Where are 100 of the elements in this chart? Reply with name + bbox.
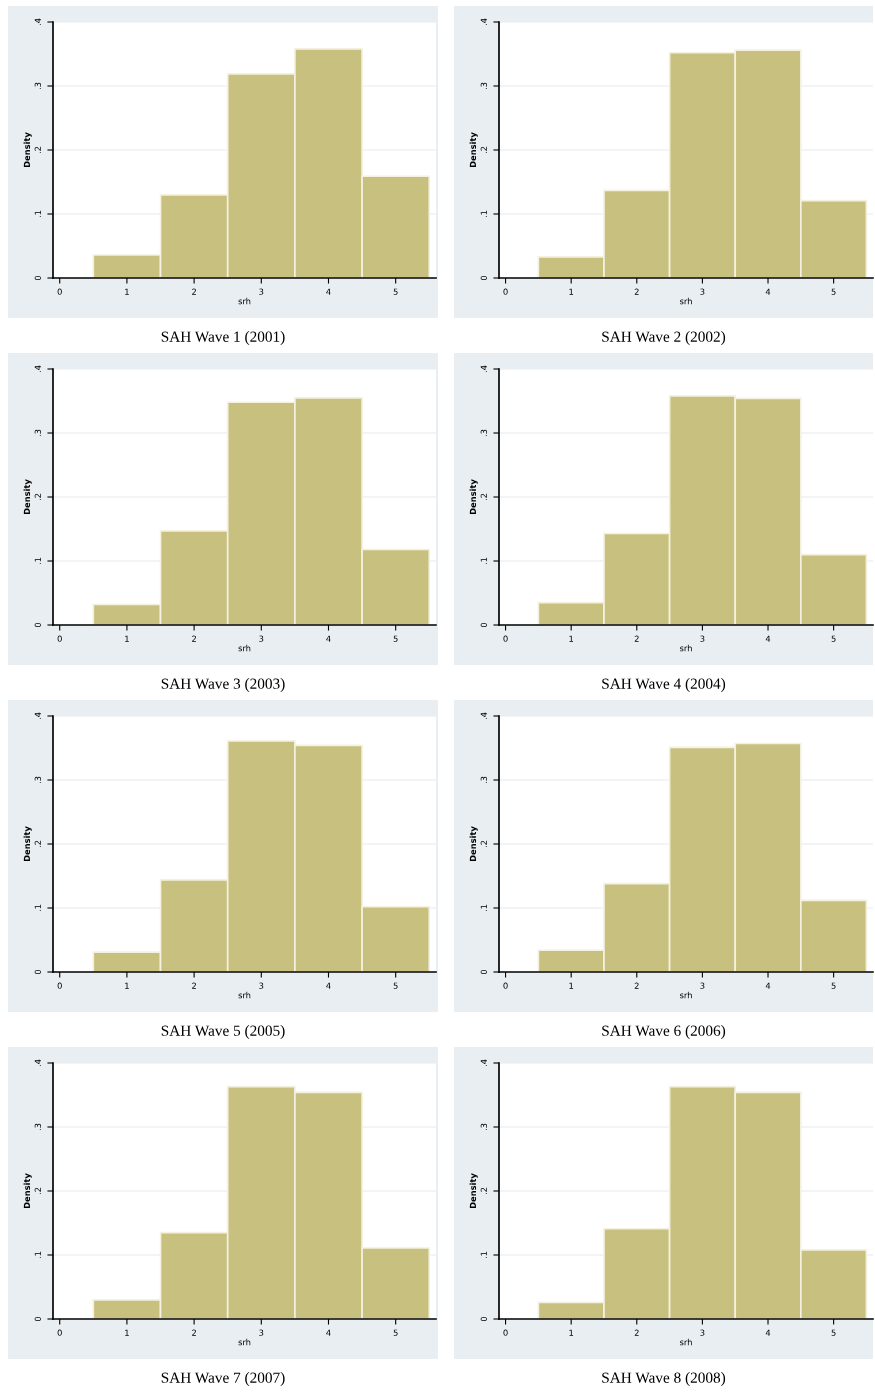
x-axis-title: srh bbox=[680, 644, 692, 652]
text: SAH Wave 2 (2002) bbox=[602, 331, 726, 345]
x-tick-label: 3 bbox=[259, 982, 264, 989]
x-tick-label: 4 bbox=[326, 1329, 331, 1336]
y-tick-label: .3 bbox=[34, 776, 41, 784]
y-tick-label: 0 bbox=[480, 969, 487, 975]
y-axis-title: Density bbox=[23, 479, 32, 515]
y-tick-label: .4 bbox=[480, 712, 487, 720]
x-tick-label: 5 bbox=[831, 288, 836, 295]
x-tick-label: 3 bbox=[259, 288, 264, 295]
x-tick-label: 2 bbox=[192, 288, 196, 295]
x-tick-label: 4 bbox=[765, 1329, 771, 1336]
text: SAH Wave 1 (2001) bbox=[161, 331, 285, 345]
y-tick-label: .4 bbox=[480, 365, 487, 373]
x-tick-label: 1 bbox=[125, 288, 129, 295]
x-tick-label: 0 bbox=[503, 982, 508, 989]
x-tick-label: 5 bbox=[831, 982, 836, 989]
x-tick-label: 4 bbox=[326, 288, 331, 295]
y-tick-label: 0 bbox=[480, 1316, 487, 1322]
y-tick-label: .2 bbox=[480, 1187, 487, 1195]
x-tick-label: 2 bbox=[192, 1329, 196, 1336]
x-tick-label: 2 bbox=[634, 982, 639, 989]
y-tick-label: .1 bbox=[34, 1251, 41, 1259]
y-tick-label: .4 bbox=[480, 18, 487, 26]
x-axis-title: srh bbox=[238, 991, 251, 999]
y-tick-label: .4 bbox=[34, 365, 41, 373]
y-tick-label: .3 bbox=[34, 82, 41, 90]
x-tick-label: 2 bbox=[634, 288, 639, 295]
y-tick-label: .1 bbox=[34, 210, 41, 218]
x-tick-label: 0 bbox=[57, 635, 62, 642]
y-axis-title: Density bbox=[469, 132, 478, 168]
x-tick-label: 3 bbox=[259, 635, 264, 642]
x-tick-label: 5 bbox=[393, 635, 398, 642]
y-tick-label: .1 bbox=[34, 557, 41, 565]
y-tick-label: .2 bbox=[480, 840, 487, 848]
y-tick-label: .1 bbox=[34, 904, 41, 912]
x-axis-title: srh bbox=[238, 644, 251, 652]
y-axis-title: Density bbox=[23, 1173, 32, 1209]
y-tick-label: 0 bbox=[34, 1316, 41, 1322]
y-tick-label: .4 bbox=[34, 18, 41, 26]
x-tick-label: 1 bbox=[125, 1329, 129, 1336]
x-tick-label: 0 bbox=[57, 1329, 62, 1336]
x-tick-label: 0 bbox=[503, 1329, 508, 1336]
text: SAH Wave 4 (2004) bbox=[602, 678, 726, 692]
x-tick-label: 3 bbox=[700, 635, 705, 642]
x-tick-label: 5 bbox=[393, 288, 398, 295]
y-tick-label: .3 bbox=[480, 429, 487, 437]
y-axis-title: Density bbox=[469, 826, 478, 862]
x-tick-label: 1 bbox=[125, 982, 129, 989]
y-tick-label: 0 bbox=[480, 622, 487, 628]
x-tick-label: 0 bbox=[503, 288, 508, 295]
y-tick-label: .2 bbox=[34, 1187, 41, 1195]
x-tick-label: 2 bbox=[192, 982, 196, 989]
y-axis-title: Density bbox=[469, 1173, 478, 1209]
x-axis-title: srh bbox=[680, 991, 692, 999]
y-tick-label: .4 bbox=[480, 1059, 487, 1067]
y-tick-label: .3 bbox=[480, 82, 487, 90]
x-tick-label: 4 bbox=[326, 982, 331, 989]
x-tick-label: 5 bbox=[831, 635, 836, 642]
x-tick-label: 4 bbox=[765, 982, 771, 989]
y-tick-label: .4 bbox=[34, 1059, 41, 1067]
x-tick-label: 5 bbox=[393, 982, 398, 989]
y-tick-label: .3 bbox=[34, 1123, 41, 1131]
x-tick-label: 5 bbox=[831, 1329, 836, 1336]
x-tick-label: 1 bbox=[569, 982, 574, 989]
y-tick-label: .2 bbox=[34, 146, 41, 154]
y-tick-label: .1 bbox=[480, 557, 487, 565]
text: SAH Wave 7 (2007) bbox=[161, 1372, 285, 1386]
y-tick-label: 0 bbox=[480, 275, 487, 281]
y-tick-label: 0 bbox=[34, 969, 41, 975]
text: SAH Wave 5 (2005) bbox=[161, 1025, 285, 1039]
y-tick-label: .1 bbox=[480, 210, 487, 218]
x-tick-label: 1 bbox=[125, 635, 129, 642]
y-tick-label: 0 bbox=[34, 275, 41, 281]
y-axis-title: Density bbox=[23, 132, 32, 168]
x-tick-label: 3 bbox=[259, 1329, 264, 1336]
x-tick-label: 2 bbox=[634, 635, 639, 642]
y-tick-label: .3 bbox=[480, 1123, 487, 1131]
y-tick-label: .4 bbox=[34, 712, 41, 720]
x-tick-label: 3 bbox=[700, 288, 705, 295]
x-tick-label: 0 bbox=[57, 288, 62, 295]
x-tick-label: 3 bbox=[700, 982, 705, 989]
x-tick-label: 0 bbox=[503, 635, 508, 642]
y-tick-label: .1 bbox=[480, 1251, 487, 1259]
text: SAH Wave 3 (2003) bbox=[161, 678, 285, 692]
x-axis-title: srh bbox=[238, 1338, 251, 1346]
text: SAH Wave 8 (2008) bbox=[602, 1372, 726, 1386]
y-tick-label: .2 bbox=[480, 493, 487, 501]
x-tick-label: 1 bbox=[569, 635, 574, 642]
y-axis-title: Density bbox=[469, 479, 478, 515]
y-tick-label: .3 bbox=[480, 776, 487, 784]
text: SAH Wave 6 (2006) bbox=[602, 1025, 726, 1039]
x-tick-label: 3 bbox=[700, 1329, 705, 1336]
y-tick-label: .2 bbox=[34, 493, 41, 501]
y-tick-label: .2 bbox=[34, 840, 41, 848]
x-tick-label: 1 bbox=[569, 1329, 574, 1336]
x-tick-label: 4 bbox=[765, 288, 771, 295]
x-axis-title: srh bbox=[680, 1338, 692, 1346]
x-tick-label: 0 bbox=[57, 982, 62, 989]
y-tick-label: 0 bbox=[34, 622, 41, 628]
